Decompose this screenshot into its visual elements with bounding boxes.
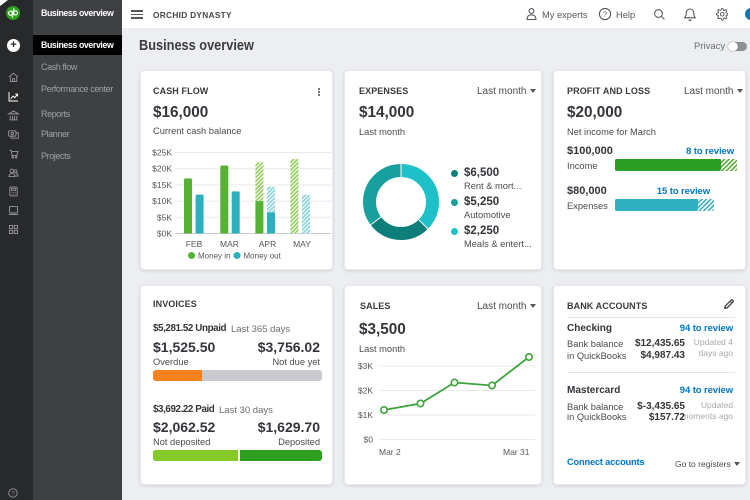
svg-text:$2K: $2K <box>358 386 373 396</box>
svg-text:?: ? <box>11 490 15 497</box>
svg-text:MAY: MAY <box>293 239 311 249</box>
svg-text:$10K: $10K <box>152 196 172 206</box>
svg-text:Mar 31: Mar 31 <box>503 447 530 457</box>
svg-text:$20K: $20K <box>152 164 172 174</box>
svg-text:Money out: Money out <box>244 252 282 261</box>
svg-text:$5K: $5K <box>157 212 172 222</box>
svg-text:Mar 2: Mar 2 <box>379 447 401 457</box>
svg-text:Money in: Money in <box>198 252 230 261</box>
svg-text:?: ? <box>603 10 607 19</box>
svg-text:$3K: $3K <box>358 361 373 371</box>
svg-text:APR: APR <box>259 239 276 249</box>
svg-text:$0K: $0K <box>157 229 172 239</box>
svg-text:$1K: $1K <box>358 410 373 420</box>
svg-text:$0: $0 <box>364 435 374 445</box>
svg-text:$15K: $15K <box>152 180 172 190</box>
svg-text:FEB: FEB <box>186 239 203 249</box>
svg-text:MAR: MAR <box>220 239 239 249</box>
svg-text:$25K: $25K <box>152 148 172 158</box>
